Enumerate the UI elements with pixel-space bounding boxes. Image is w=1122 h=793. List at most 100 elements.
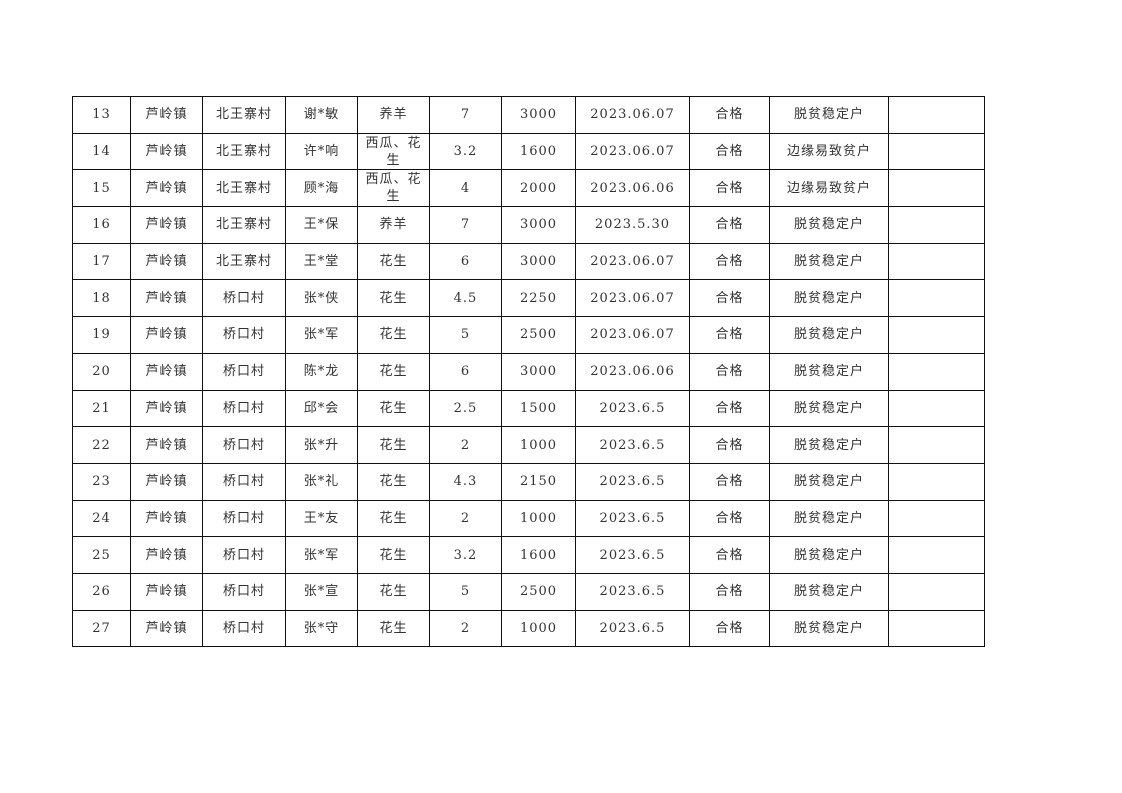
table-row: 20 芦岭镇 桥口村 陈*龙 花生 6 3000 2023.06.06 合格 脱贫稳定户 bbox=[72, 352, 985, 391]
cell-inspection-result: 合格 bbox=[689, 609, 770, 648]
cell-amount: 3000 bbox=[501, 352, 576, 391]
cell-remarks bbox=[888, 316, 985, 354]
cell-remarks bbox=[888, 242, 985, 281]
cell-household-type: 脱贫稳定户 bbox=[769, 242, 889, 281]
cell-remarks bbox=[888, 206, 985, 244]
cell-row-number: 15 bbox=[72, 169, 131, 208]
cell-inspection-result: 合格 bbox=[689, 462, 770, 501]
cell-project: 西瓜、花生 bbox=[357, 169, 430, 208]
cell-date: 2023.6.5 bbox=[575, 499, 690, 538]
cell-name: 王*友 bbox=[285, 499, 358, 538]
cell-name: 邱*会 bbox=[285, 389, 358, 428]
cell-name: 张*军 bbox=[285, 316, 358, 354]
cell-household-type: 边缘易致贫户 bbox=[769, 132, 889, 171]
cell-scale: 4 bbox=[429, 169, 502, 208]
cell-remarks bbox=[888, 279, 985, 318]
cell-household-type: 脱贫稳定户 bbox=[769, 316, 889, 354]
table-row: 23 芦岭镇 桥口村 张*礼 花生 4.3 2150 2023.6.5 合格 脱贫稳定户 bbox=[72, 462, 985, 501]
cell-date: 2023.06.07 bbox=[575, 316, 690, 354]
cell-scale: 7 bbox=[429, 206, 502, 244]
cell-town: 芦岭镇 bbox=[130, 316, 203, 354]
cell-village: 桥口村 bbox=[202, 279, 286, 318]
cell-household-type: 脱贫稳定户 bbox=[769, 499, 889, 538]
cell-town: 芦岭镇 bbox=[130, 389, 203, 428]
cell-household-type: 脱贫稳定户 bbox=[769, 462, 889, 501]
cell-household-type: 脱贫稳定户 bbox=[769, 279, 889, 318]
cell-town: 芦岭镇 bbox=[130, 572, 203, 611]
cell-town: 芦岭镇 bbox=[130, 536, 203, 574]
cell-project: 花生 bbox=[357, 609, 430, 648]
table-row: 17 芦岭镇 北王寨村 王*堂 花生 6 3000 2023.06.07 合格 脱贫稳定户 bbox=[72, 242, 985, 281]
table-row: 21 芦岭镇 桥口村 邱*会 花生 2.5 1500 2023.6.5 合格 脱贫稳定户 bbox=[72, 389, 985, 428]
cell-village: 桥口村 bbox=[202, 499, 286, 538]
cell-project: 花生 bbox=[357, 499, 430, 538]
cell-remarks bbox=[888, 462, 985, 501]
cell-scale: 4.5 bbox=[429, 279, 502, 318]
cell-inspection-result: 合格 bbox=[689, 279, 770, 318]
cell-name: 张*守 bbox=[285, 609, 358, 648]
cell-village: 北王寨村 bbox=[202, 96, 286, 134]
cell-remarks bbox=[888, 426, 985, 464]
cell-amount: 3000 bbox=[501, 96, 576, 134]
cell-remarks bbox=[888, 536, 985, 574]
table-row: 26 芦岭镇 桥口村 张*宣 花生 5 2500 2023.6.5 合格 脱贫稳定户 bbox=[72, 572, 985, 611]
cell-name: 张*礼 bbox=[285, 462, 358, 501]
cell-project: 花生 bbox=[357, 572, 430, 611]
cell-project: 西瓜、花生 bbox=[357, 132, 430, 171]
cell-amount: 2500 bbox=[501, 572, 576, 611]
cell-village: 北王寨村 bbox=[202, 169, 286, 208]
cell-inspection-result: 合格 bbox=[689, 572, 770, 611]
table-row: 22 芦岭镇 桥口村 张*升 花生 2 1000 2023.6.5 合格 脱贫稳定户 bbox=[72, 426, 985, 464]
cell-scale: 3.2 bbox=[429, 536, 502, 574]
table-row: 16 芦岭镇 北王寨村 王*保 养羊 7 3000 2023.5.30 合格 脱贫稳定户 bbox=[72, 206, 985, 244]
cell-household-type: 脱贫稳定户 bbox=[769, 536, 889, 574]
cell-household-type: 脱贫稳定户 bbox=[769, 206, 889, 244]
cell-date: 2023.6.5 bbox=[575, 609, 690, 648]
cell-inspection-result: 合格 bbox=[689, 169, 770, 208]
cell-scale: 5 bbox=[429, 316, 502, 354]
cell-inspection-result: 合格 bbox=[689, 499, 770, 538]
cell-date: 2023.06.07 bbox=[575, 279, 690, 318]
cell-date: 2023.06.06 bbox=[575, 169, 690, 208]
cell-household-type: 脱贫稳定户 bbox=[769, 352, 889, 391]
cell-household-type: 脱贫稳定户 bbox=[769, 572, 889, 611]
cell-scale: 7 bbox=[429, 96, 502, 134]
table-row: 24 芦岭镇 桥口村 王*友 花生 2 1000 2023.6.5 合格 脱贫稳定户 bbox=[72, 499, 985, 538]
cell-row-number: 17 bbox=[72, 242, 131, 281]
cell-town: 芦岭镇 bbox=[130, 426, 203, 464]
cell-name: 陈*龙 bbox=[285, 352, 358, 391]
cell-remarks bbox=[888, 169, 985, 208]
cell-project: 花生 bbox=[357, 352, 430, 391]
cell-date: 2023.06.06 bbox=[575, 352, 690, 391]
cell-project: 养羊 bbox=[357, 96, 430, 134]
cell-amount: 3000 bbox=[501, 242, 576, 281]
cell-project: 花生 bbox=[357, 316, 430, 354]
cell-row-number: 25 bbox=[72, 536, 131, 574]
cell-amount: 1000 bbox=[501, 499, 576, 538]
cell-town: 芦岭镇 bbox=[130, 206, 203, 244]
cell-village: 桥口村 bbox=[202, 462, 286, 501]
cell-remarks bbox=[888, 572, 985, 611]
cell-name: 许*响 bbox=[285, 132, 358, 171]
cell-inspection-result: 合格 bbox=[689, 352, 770, 391]
cell-village: 北王寨村 bbox=[202, 242, 286, 281]
cell-remarks bbox=[888, 352, 985, 391]
cell-village: 桥口村 bbox=[202, 536, 286, 574]
table-row: 19 芦岭镇 桥口村 张*军 花生 5 2500 2023.06.07 合格 脱贫稳定户 bbox=[72, 316, 985, 354]
cell-inspection-result: 合格 bbox=[689, 426, 770, 464]
cell-row-number: 24 bbox=[72, 499, 131, 538]
cell-project: 花生 bbox=[357, 536, 430, 574]
cell-row-number: 21 bbox=[72, 389, 131, 428]
cell-remarks bbox=[888, 609, 985, 648]
cell-amount: 1000 bbox=[501, 426, 576, 464]
cell-amount: 2150 bbox=[501, 462, 576, 501]
cell-date: 2023.6.5 bbox=[575, 462, 690, 501]
cell-project: 花生 bbox=[357, 279, 430, 318]
cell-remarks bbox=[888, 499, 985, 538]
cell-row-number: 27 bbox=[72, 609, 131, 648]
cell-name: 张*军 bbox=[285, 536, 358, 574]
cell-village: 北王寨村 bbox=[202, 206, 286, 244]
cell-town: 芦岭镇 bbox=[130, 609, 203, 648]
cell-amount: 1600 bbox=[501, 132, 576, 171]
cell-inspection-result: 合格 bbox=[689, 536, 770, 574]
